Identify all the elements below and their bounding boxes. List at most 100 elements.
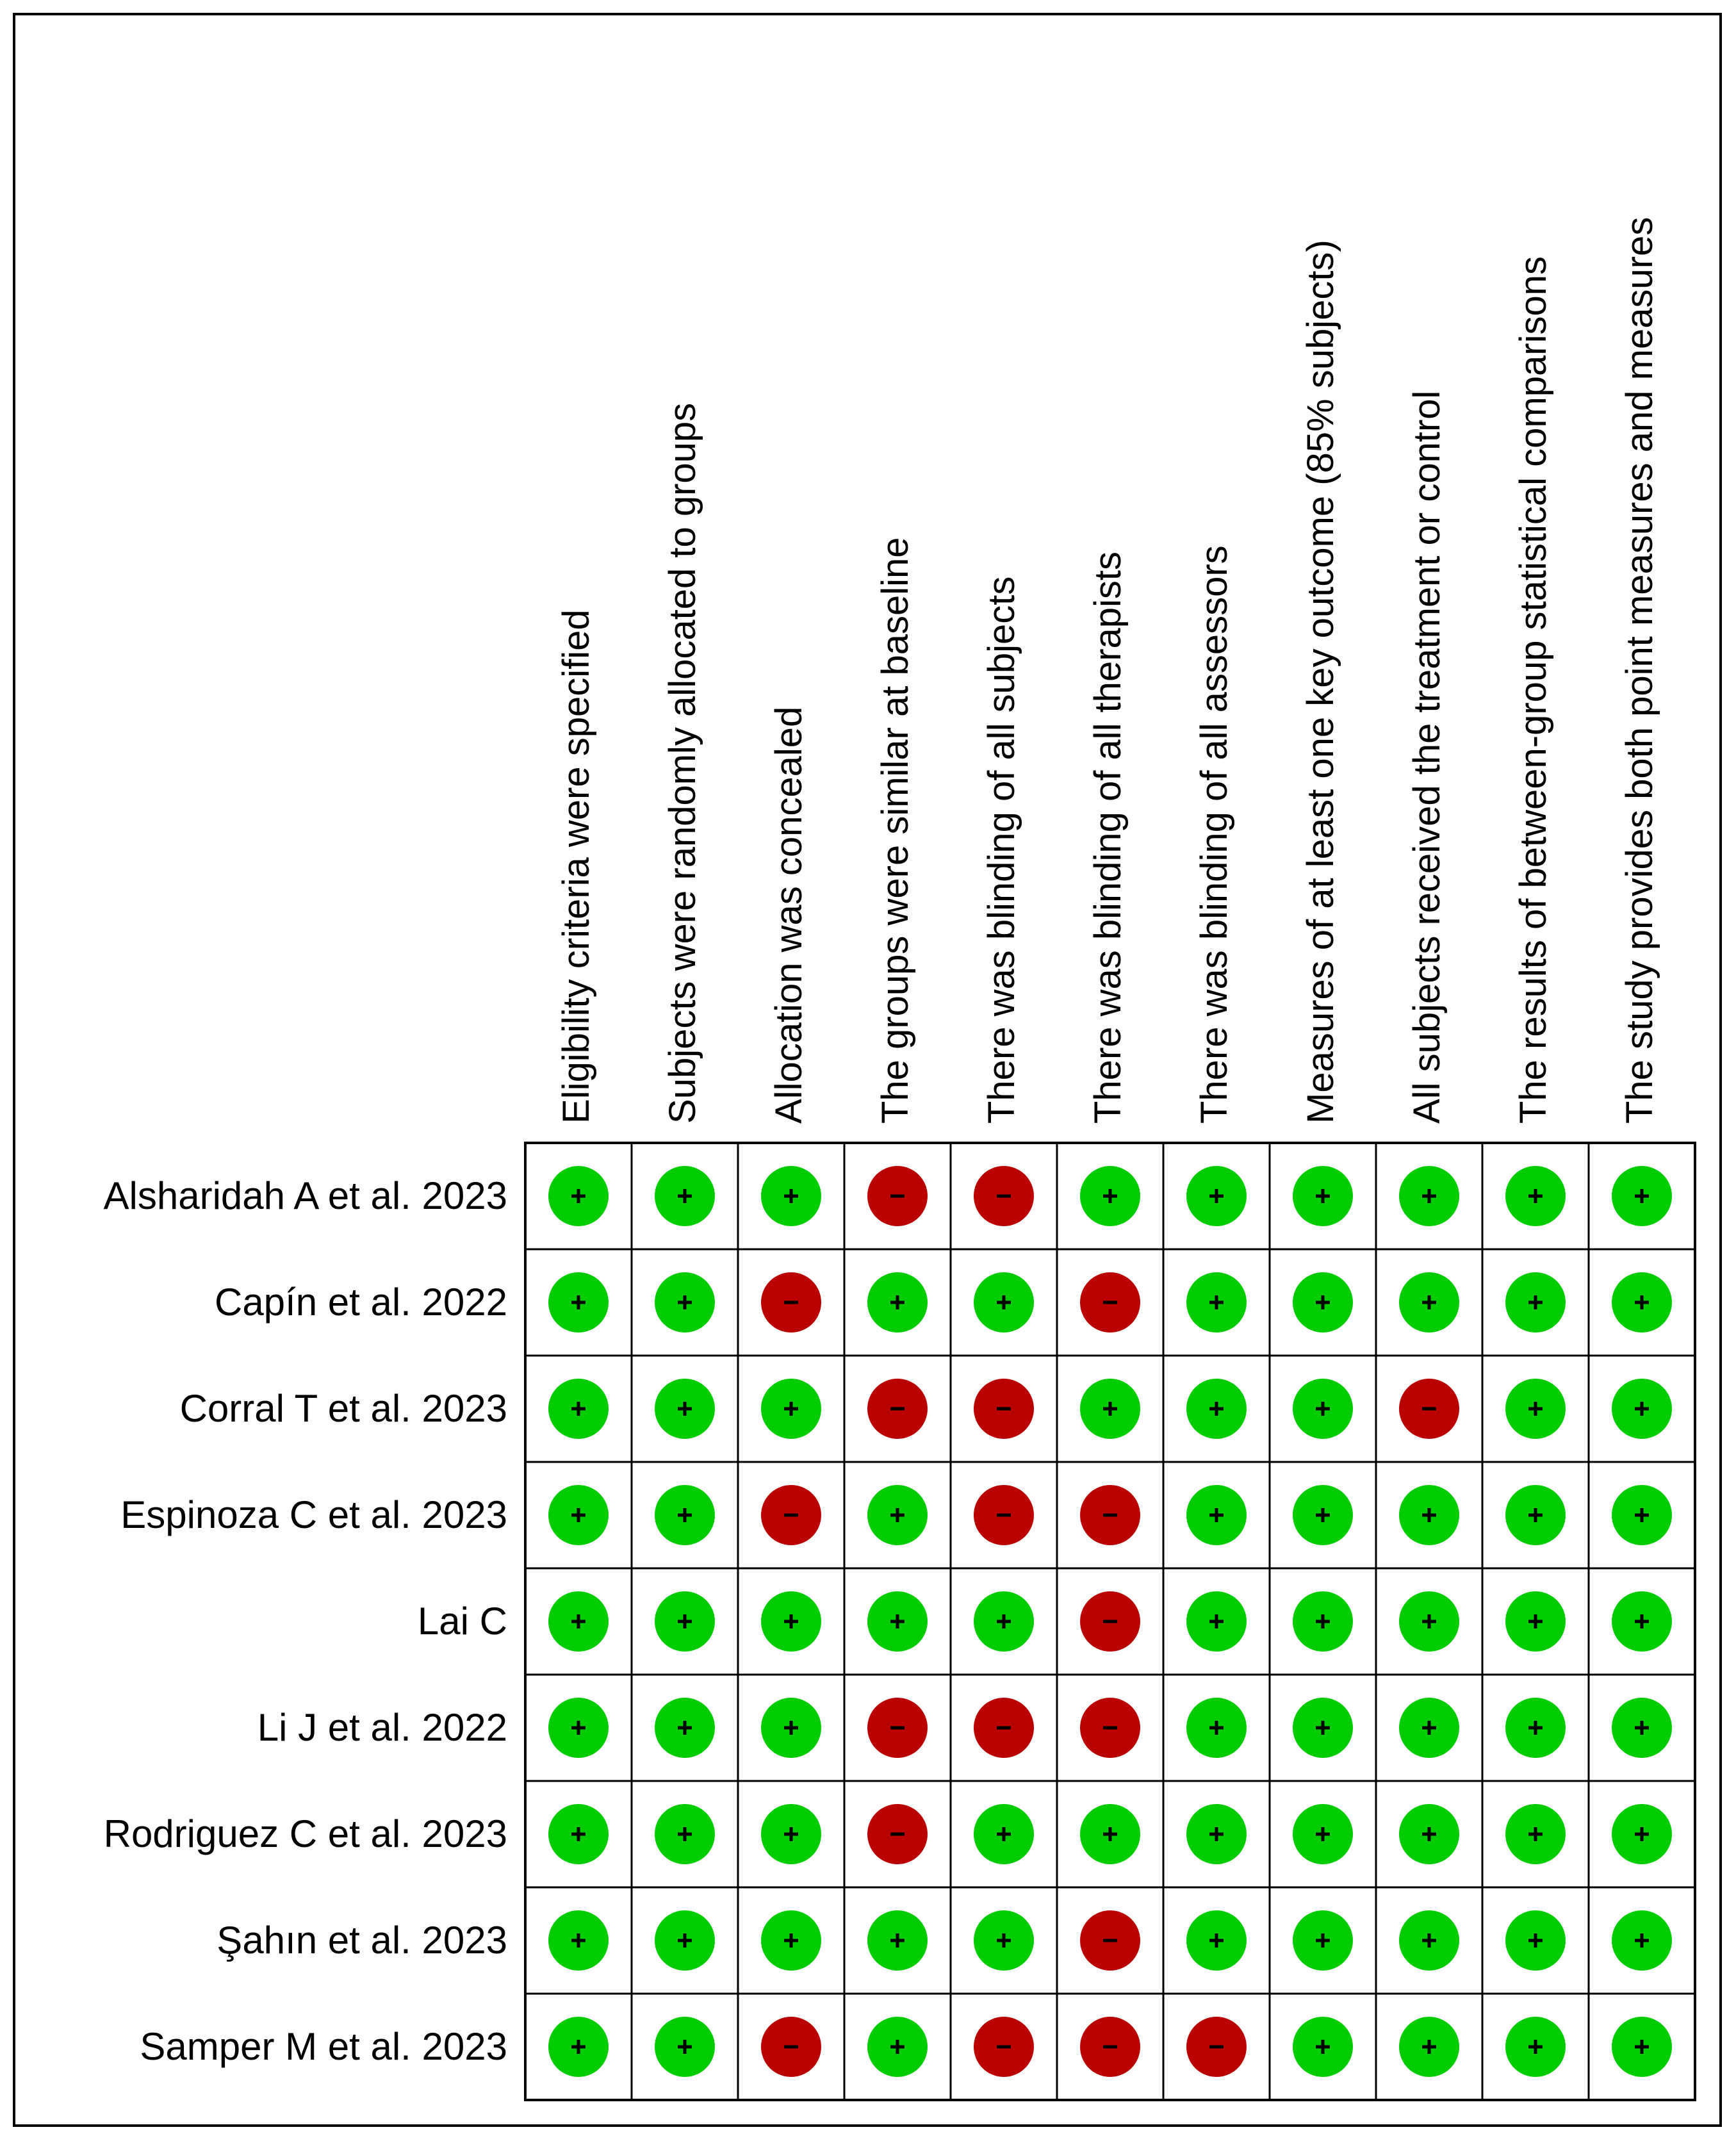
low-risk-marker: [761, 1379, 821, 1439]
high-risk-marker: [761, 1272, 821, 1333]
high-risk-marker: [974, 1166, 1034, 1226]
low-risk-marker: [655, 1272, 715, 1333]
high-risk-marker: [974, 1698, 1034, 1758]
low-risk-marker: [655, 1804, 715, 1864]
low-risk-marker: [1186, 1379, 1247, 1439]
column-header: There was blinding of all therapists: [1087, 552, 1129, 1124]
low-risk-marker: [1399, 1804, 1459, 1864]
risk-of-bias-chart: Eligibility criteria were specified Subje…: [104, 217, 1696, 2101]
low-risk-marker: [867, 2017, 928, 2077]
low-risk-marker: [761, 1804, 821, 1864]
row-label: Espinoza C et al. 2023: [120, 1493, 507, 1536]
low-risk-marker: [655, 1485, 715, 1545]
column-header: The groups were similar at baseline: [874, 537, 916, 1124]
low-risk-marker: [1505, 1485, 1566, 1545]
high-risk-marker: [867, 1379, 928, 1439]
rating-cells: [548, 1166, 1672, 2077]
low-risk-marker: [1399, 1166, 1459, 1226]
low-risk-marker: [1293, 2017, 1353, 2077]
low-risk-marker: [1293, 1910, 1353, 1971]
high-risk-marker: [867, 1804, 928, 1864]
figure-frame: Eligibility criteria were specified Subje…: [13, 13, 1722, 2127]
low-risk-marker: [548, 1698, 609, 1758]
low-risk-marker: [1186, 1804, 1247, 1864]
low-risk-marker: [1399, 1591, 1459, 1652]
low-risk-marker: [1293, 1485, 1353, 1545]
low-risk-marker: [1186, 1166, 1247, 1226]
low-risk-marker: [1293, 1166, 1353, 1226]
high-risk-marker: [1080, 1910, 1140, 1971]
column-header: The results of between-group statistical…: [1512, 256, 1554, 1124]
low-risk-marker: [974, 1910, 1034, 1971]
column-header: Eligibility criteria were specified: [555, 609, 597, 1124]
low-risk-marker: [867, 1485, 928, 1545]
high-risk-marker: [1186, 2017, 1247, 2077]
high-risk-marker: [1080, 2017, 1140, 2077]
row-label: Rodriguez C et al. 2023: [104, 1812, 507, 1855]
low-risk-marker: [867, 1591, 928, 1652]
low-risk-marker: [1399, 2017, 1459, 2077]
low-risk-marker: [548, 1910, 609, 1971]
low-risk-marker: [1399, 1272, 1459, 1333]
high-risk-marker: [974, 2017, 1034, 2077]
low-risk-marker: [548, 1272, 609, 1333]
low-risk-marker: [1080, 1379, 1140, 1439]
low-risk-marker: [1505, 1591, 1566, 1652]
low-risk-marker: [655, 1591, 715, 1652]
low-risk-marker: [548, 1379, 609, 1439]
low-risk-marker: [1186, 1591, 1247, 1652]
low-risk-marker: [655, 1910, 715, 1971]
low-risk-marker: [548, 1485, 609, 1545]
low-risk-marker: [867, 1910, 928, 1971]
low-risk-marker: [1505, 1272, 1566, 1333]
low-risk-marker: [1505, 1910, 1566, 1971]
grid-border: [524, 1142, 1696, 2101]
high-risk-marker: [1399, 1379, 1459, 1439]
low-risk-marker: [974, 1591, 1034, 1652]
row-label: Corral T et al. 2023: [180, 1387, 507, 1430]
row-labels: Alsharidah A et al. 2023 Capín et al. 202…: [104, 1174, 507, 2068]
column-headers: Eligibility criteria were specified Subje…: [555, 217, 1660, 1124]
low-risk-marker: [1505, 1804, 1566, 1864]
low-risk-marker: [1293, 1804, 1353, 1864]
low-risk-marker: [1612, 1698, 1672, 1758]
high-risk-marker: [1080, 1698, 1140, 1758]
high-risk-marker: [974, 1379, 1034, 1439]
low-risk-marker: [1505, 2017, 1566, 2077]
low-risk-marker: [761, 1910, 821, 1971]
low-risk-marker: [1612, 1485, 1672, 1545]
rating-grid: [524, 1142, 1696, 2101]
low-risk-marker: [1080, 1804, 1140, 1864]
low-risk-marker: [548, 1804, 609, 1864]
high-risk-marker: [974, 1485, 1034, 1545]
low-risk-marker: [1612, 1591, 1672, 1652]
low-risk-marker: [1293, 1272, 1353, 1333]
column-header: The study provides both point measures a…: [1619, 217, 1660, 1124]
low-risk-marker: [1505, 1166, 1566, 1226]
row-label: Li J et al. 2022: [258, 1706, 507, 1749]
column-header: There was blinding of all assessors: [1193, 545, 1235, 1124]
row-label: Lai C: [418, 1600, 507, 1643]
high-risk-marker: [1080, 1272, 1140, 1333]
low-risk-marker: [1612, 2017, 1672, 2077]
high-risk-marker: [761, 1485, 821, 1545]
low-risk-marker: [761, 1698, 821, 1758]
column-header: All subjects received the treatment or c…: [1406, 391, 1448, 1124]
low-risk-marker: [655, 1379, 715, 1439]
low-risk-marker: [1186, 1485, 1247, 1545]
low-risk-marker: [974, 1272, 1034, 1333]
high-risk-marker: [761, 2017, 821, 2077]
row-label: Şahın et al. 2023: [217, 1919, 507, 1962]
low-risk-marker: [548, 2017, 609, 2077]
low-risk-marker: [1080, 1166, 1140, 1226]
low-risk-marker: [761, 1591, 821, 1652]
column-header: Measures of at least one key outcome (85…: [1300, 240, 1341, 1124]
column-header: Subjects were randomly allocated to grou…: [662, 403, 703, 1124]
low-risk-marker: [1293, 1698, 1353, 1758]
row-label: Alsharidah A et al. 2023: [104, 1174, 507, 1217]
low-risk-marker: [1612, 1804, 1672, 1864]
low-risk-marker: [1505, 1698, 1566, 1758]
low-risk-marker: [1186, 1910, 1247, 1971]
low-risk-marker: [867, 1272, 928, 1333]
low-risk-marker: [1293, 1379, 1353, 1439]
